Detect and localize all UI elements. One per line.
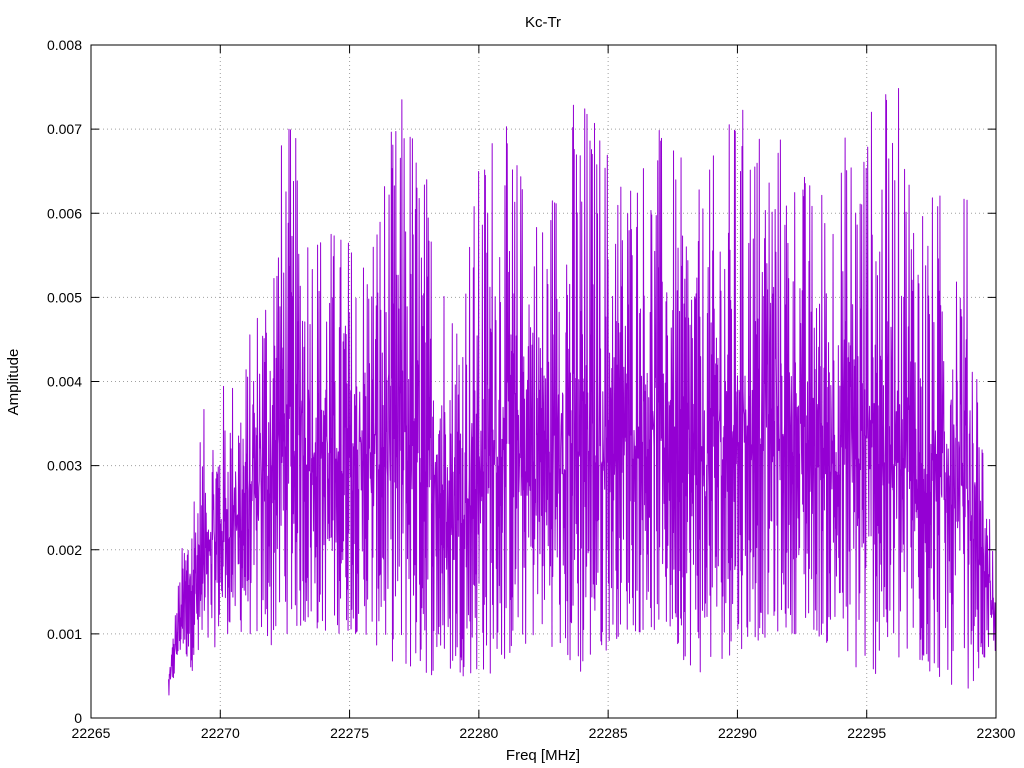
y-tick-label: 0.006	[47, 205, 82, 221]
y-tick-label: 0.005	[47, 289, 82, 305]
series-line	[168, 88, 997, 696]
x-tick-label: 22285	[589, 725, 628, 741]
y-tick-label: 0	[74, 710, 82, 726]
y-tick-label: 0.008	[47, 37, 82, 53]
y-tick-labels: 0 0.001 0.002 0.003 0.004 0.005 0.006 0.007 0.00…	[47, 37, 82, 726]
x-tick-label: 22290	[718, 725, 757, 741]
y-tick-label: 0.001	[47, 626, 82, 642]
x-tick-label: 22275	[330, 725, 369, 741]
tick-marks	[90, 44, 997, 719]
y-tick-label: 0.002	[47, 542, 82, 558]
y-tick-label: 0.007	[47, 121, 82, 137]
y-tick-label: 0.004	[47, 374, 82, 390]
y-axis-title: Amplitude	[5, 349, 22, 416]
x-tick-labels: 22265 22270 22275 22280 22285 22290 22295 22300	[72, 725, 1016, 741]
y-tick-label: 0.003	[47, 458, 82, 474]
x-tick-label: 22270	[201, 725, 240, 741]
x-tick-label: 22280	[459, 725, 498, 741]
series-layer	[168, 88, 997, 696]
x-tick-label: 22265	[72, 725, 111, 741]
x-tick-label: 22300	[977, 725, 1016, 741]
x-tick-label: 22295	[847, 725, 886, 741]
chart-title: Kc-Tr	[525, 14, 561, 31]
x-axis-title: Freq [MHz]	[506, 747, 580, 764]
